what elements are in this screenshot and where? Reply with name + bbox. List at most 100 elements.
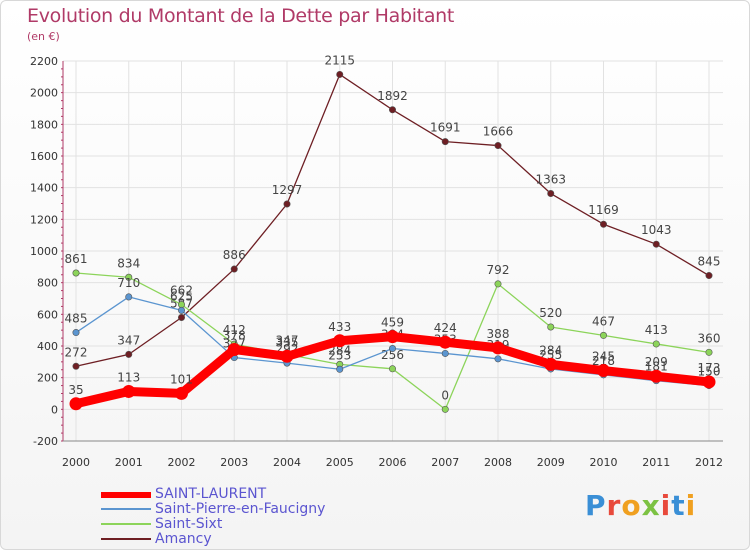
- point-saint-sixt: [494, 280, 502, 288]
- point-saint-laurent: [544, 357, 558, 371]
- point-saint-laurent: [175, 386, 188, 400]
- x-tick-label: 2012: [695, 456, 723, 469]
- point-amancy: [441, 138, 449, 146]
- point-amancy: [125, 350, 133, 358]
- y-tick-label: 1200: [30, 213, 58, 226]
- data-label-saint-pierre-en-faucigny: 253: [328, 348, 351, 362]
- point-saint-sixt: [441, 405, 449, 413]
- legend-swatch-saint-pierre: [101, 508, 151, 510]
- data-label-amancy: 2115: [324, 53, 355, 67]
- y-tick-label: 1800: [30, 118, 58, 131]
- proxiti-logo: Proxiti: [585, 489, 697, 522]
- point-amancy: [599, 220, 607, 228]
- point-amancy: [72, 362, 80, 370]
- point-saint-sixt: [599, 331, 607, 339]
- point-saint-laurent: [702, 375, 716, 389]
- data-label-saint-sixt: 520: [539, 306, 562, 320]
- point-saint-pierre-en-faucigny: [336, 365, 344, 373]
- chart-title: Evolution du Montant de la Dette par Hab…: [27, 5, 455, 27]
- legend-label-amancy: Amancy: [155, 531, 212, 547]
- point-saint-laurent: [597, 364, 610, 378]
- data-label-saint-laurent: 335: [276, 335, 299, 349]
- data-label-amancy: 1297: [272, 183, 303, 197]
- data-label-saint-pierre-en-faucigny: 218: [592, 354, 615, 368]
- x-tick-label: 2002: [168, 456, 196, 469]
- data-label-saint-laurent: 245: [592, 350, 615, 364]
- data-label-saint-pierre-en-faucigny: 710: [117, 276, 140, 290]
- legend-label-saint-laurent: SAINT-LAURENT: [155, 486, 267, 502]
- x-tick-label: 2006: [379, 456, 407, 469]
- point-saint-pierre-en-faucigny: [441, 349, 449, 357]
- data-label-amancy: 1363: [535, 173, 566, 187]
- data-label-saint-sixt: 347: [276, 333, 299, 347]
- data-label-saint-laurent: 113: [117, 370, 140, 384]
- point-amancy: [547, 190, 555, 198]
- point-saint-laurent: [69, 397, 83, 411]
- point-amancy: [388, 106, 396, 114]
- legend-swatch-saint-sixt: [101, 523, 151, 525]
- point-saint-pierre-en-faucigny: [72, 329, 80, 337]
- y-tick-label: 0: [51, 403, 58, 416]
- y-tick-label: 1600: [30, 150, 58, 163]
- data-label-saint-laurent: 173: [698, 361, 721, 375]
- data-label-amancy: 1666: [483, 125, 514, 139]
- point-saint-laurent: [280, 349, 294, 363]
- point-saint-pierre-en-faucigny: [494, 355, 502, 363]
- point-saint-sixt: [72, 269, 80, 277]
- data-label-saint-sixt: 792: [487, 263, 510, 277]
- data-label-saint-sixt: 662: [170, 284, 193, 298]
- y-tick-label: 2000: [30, 87, 58, 100]
- x-tick-label: 2007: [431, 456, 459, 469]
- point-saint-pierre-en-faucigny: [125, 293, 133, 301]
- data-label-saint-sixt: 0: [441, 388, 449, 402]
- data-label-amancy: 1691: [430, 121, 461, 135]
- data-label-saint-sixt: 834: [117, 256, 140, 270]
- data-label-saint-sixt: 861: [65, 252, 88, 266]
- data-label-saint-pierre-en-faucigny: 150: [698, 365, 721, 379]
- y-tick-label: 800: [37, 277, 58, 290]
- point-amancy: [178, 313, 186, 321]
- x-tick-label: 2001: [115, 456, 143, 469]
- point-saint-sixt: [125, 273, 133, 281]
- point-saint-laurent: [333, 334, 347, 348]
- x-tick-label: 2011: [642, 456, 670, 469]
- data-label-amancy: 1892: [377, 89, 408, 103]
- point-amancy: [336, 70, 344, 78]
- y-tick-label: 1400: [30, 182, 58, 195]
- point-saint-laurent: [491, 341, 505, 355]
- data-label-saint-sixt: 360: [698, 331, 721, 345]
- point-saint-laurent: [227, 342, 241, 356]
- chart-subtitle: (en €): [27, 30, 60, 43]
- data-label-amancy: 272: [65, 345, 88, 359]
- legend-swatch-amancy: [101, 538, 151, 540]
- point-amancy: [230, 265, 238, 273]
- y-tick-label: 2200: [30, 55, 58, 68]
- y-tick-label: 200: [37, 372, 58, 385]
- point-saint-sixt: [705, 348, 713, 356]
- point-saint-laurent: [649, 369, 663, 383]
- point-amancy: [705, 272, 713, 280]
- point-saint-laurent: [122, 384, 136, 398]
- y-tick-label: -200: [33, 435, 58, 448]
- data-label-saint-laurent: 433: [328, 320, 351, 334]
- data-label-amancy: 845: [698, 255, 721, 269]
- data-label-amancy: 347: [117, 333, 140, 347]
- point-saint-laurent: [386, 330, 399, 344]
- data-label-saint-pierre-en-faucigny: 181: [645, 360, 668, 374]
- data-label-saint-laurent: 378: [223, 328, 246, 342]
- data-label-saint-sixt: 467: [592, 314, 615, 328]
- x-tick-label: 2004: [273, 456, 301, 469]
- data-label-saint-laurent: 209: [645, 355, 668, 369]
- data-label-amancy: 886: [223, 248, 246, 262]
- point-amancy: [283, 200, 291, 208]
- data-label-saint-laurent: 459: [381, 316, 404, 330]
- x-tick-label: 2009: [537, 456, 565, 469]
- data-label-saint-laurent: 424: [434, 321, 457, 335]
- point-saint-sixt: [388, 365, 396, 373]
- point-saint-sixt: [652, 340, 660, 348]
- x-tick-label: 2005: [326, 456, 354, 469]
- data-label-saint-pierre-en-faucigny: 625: [170, 289, 193, 303]
- x-tick-label: 2008: [484, 456, 512, 469]
